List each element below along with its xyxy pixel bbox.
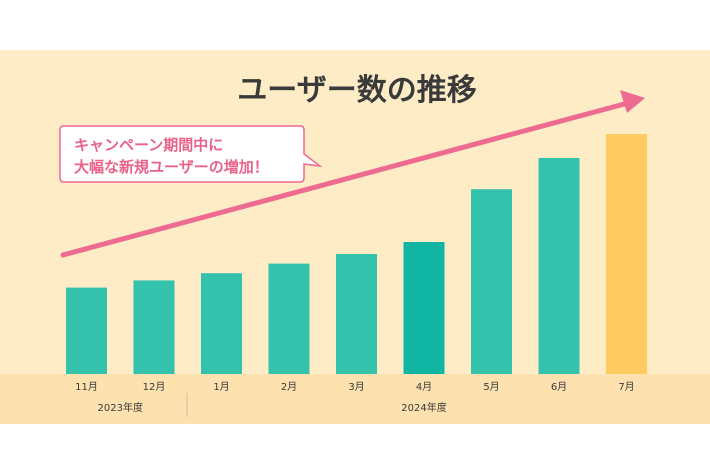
x-tick-label: 7月 bbox=[618, 381, 634, 393]
x-tick-labels: 11月 12月 1月 2月 3月 4月 5月 6月 7月 bbox=[75, 381, 635, 393]
callout-line-1: キャンペーン期間中に bbox=[74, 136, 223, 154]
callout-bubble bbox=[59, 125, 323, 183]
year-labels: 2023年度 2024年度 bbox=[98, 401, 447, 414]
trend-arrow bbox=[60, 90, 645, 258]
bar-11月 bbox=[66, 287, 107, 374]
x-tick-label: 1月 bbox=[213, 381, 229, 393]
bar-5月 bbox=[471, 189, 512, 374]
bar-1月 bbox=[201, 273, 242, 374]
chart-card: ユーザー数の推移 キャンペーン期間中に 大幅な新規ユーザーの増加！ 11月 12月… bbox=[0, 50, 710, 424]
callout-line-2: 大幅な新規ユーザーの増加！ bbox=[74, 158, 269, 176]
x-tick-label: 3月 bbox=[348, 381, 364, 393]
x-tick-label: 5月 bbox=[483, 381, 499, 393]
year-label: 2023年度 bbox=[98, 401, 143, 414]
x-tick-label: 2月 bbox=[281, 381, 297, 393]
x-tick-label: 4月 bbox=[416, 381, 432, 393]
trend-arrow-head bbox=[620, 90, 645, 113]
bar-12月 bbox=[133, 280, 175, 374]
bar-7月 bbox=[606, 134, 647, 374]
user-growth-chart: ユーザー数の推移 キャンペーン期間中に 大幅な新規ユーザーの増加！ 11月 12月… bbox=[0, 73, 710, 424]
x-tick-label: 12月 bbox=[143, 381, 166, 393]
campaign-callout: キャンペーン期間中に 大幅な新規ユーザーの増加！ bbox=[59, 125, 323, 183]
x-axis-band bbox=[0, 374, 710, 424]
x-tick-label: 11月 bbox=[75, 381, 98, 393]
chart-title: ユーザー数の推移 bbox=[237, 73, 476, 108]
year-label: 2024年度 bbox=[401, 401, 446, 414]
bar-4月 bbox=[403, 242, 445, 374]
bar-2月 bbox=[268, 263, 310, 374]
bars-group bbox=[66, 134, 647, 374]
trend-arrow-shaft bbox=[60, 100, 631, 258]
x-tick-label: 6月 bbox=[551, 381, 567, 393]
bar-3月 bbox=[336, 254, 377, 374]
bar-6月 bbox=[538, 158, 580, 374]
